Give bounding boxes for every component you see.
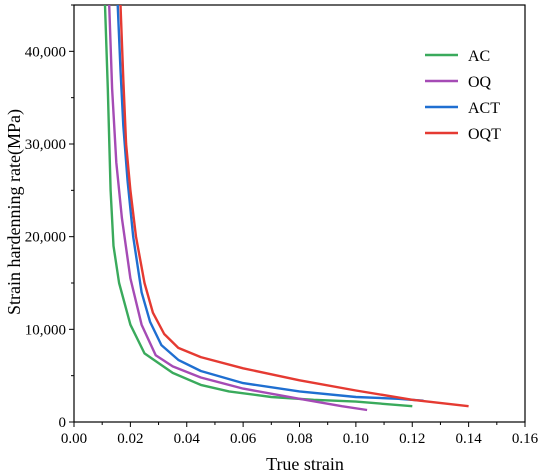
plot-border (73, 4, 526, 423)
x-tick-label: 0.12 (399, 431, 425, 447)
legend: AC OQ ACT OQT (425, 48, 501, 143)
y-tick-label: 40,000 (25, 44, 66, 60)
series-line-act (116, 5, 424, 402)
plot-frame (73, 4, 526, 423)
x-tick-label: 0.06 (230, 431, 257, 447)
legend-label-act: ACT (468, 100, 500, 117)
legend-label-ac: AC (468, 48, 490, 65)
x-axis-ticks: 0.00 0.02 0.04 0.06 0.08 0.10 0.12 0.14 0.16 (61, 422, 539, 447)
legend-label-oq: OQ (468, 74, 492, 91)
x-tick-label: 0.16 (512, 431, 539, 447)
x-tick-label: 0.10 (343, 431, 369, 447)
x-tick-label: 0.14 (456, 431, 483, 447)
x-tick-label: 0.00 (61, 431, 87, 447)
y-axis-ticks: 0 10,000 20,000 30,000 40,000 (25, 4, 74, 431)
y-tick-label: 0 (59, 415, 67, 431)
y-tick-label: 10,000 (25, 322, 66, 338)
x-axis-title: True strain (266, 454, 344, 474)
series-lines (103, 5, 469, 412)
y-tick-label: 30,000 (25, 137, 66, 153)
x-tick-label: 0.02 (117, 431, 143, 447)
series-line-oqt (119, 5, 469, 408)
series-line-oq (108, 5, 368, 412)
legend-label-oqt: OQT (468, 126, 501, 143)
y-axis-title: Strain hardenning rate(MPa) (4, 109, 25, 315)
y-tick-label: 20,000 (25, 230, 66, 246)
x-tick-label: 0.08 (286, 431, 312, 447)
x-tick-label: 0.04 (174, 431, 201, 447)
